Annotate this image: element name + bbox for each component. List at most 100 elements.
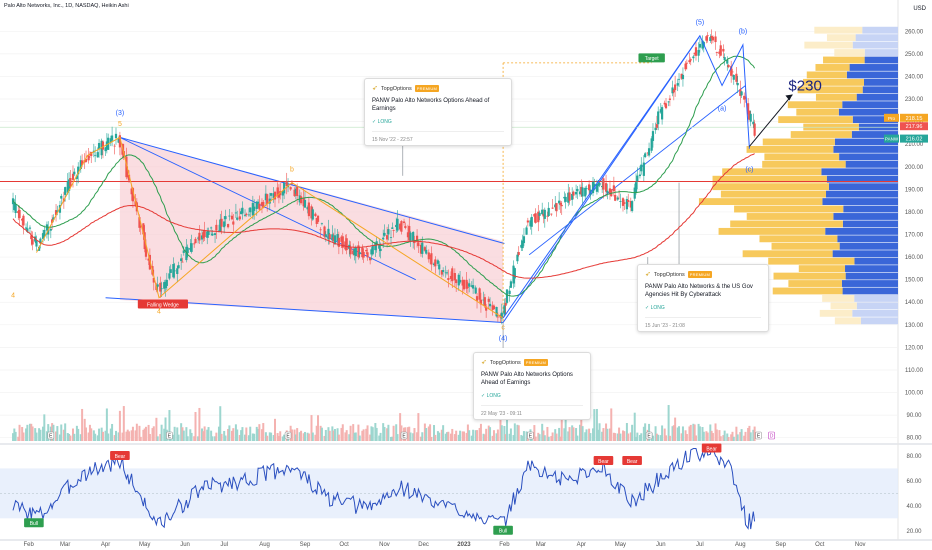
- volume-bar: [217, 426, 220, 441]
- volume-bar: [317, 415, 320, 441]
- candle-body: [667, 101, 670, 103]
- candle-body: [451, 268, 454, 282]
- earnings-marker: E: [166, 431, 173, 440]
- candle: [588, 180, 591, 196]
- candle-body: [739, 89, 742, 96]
- volume-bar: [525, 431, 528, 441]
- candle-body: [54, 210, 58, 216]
- candle-body: [324, 234, 327, 237]
- candle: [266, 193, 269, 212]
- candle: [14, 195, 17, 218]
- candle-body: [138, 217, 141, 228]
- candle: [591, 177, 595, 197]
- candle-body: [328, 234, 331, 239]
- volume-bar: [442, 425, 445, 441]
- candle: [440, 270, 443, 278]
- candle-body: [475, 296, 479, 301]
- volume-bar: [655, 433, 658, 441]
- time-tick-label: May: [615, 542, 626, 548]
- volume-bar: [114, 430, 117, 441]
- volume-profile-bar: [864, 49, 898, 56]
- candle-body: [320, 223, 324, 225]
- candle-body: [636, 175, 639, 182]
- candle-body: [303, 200, 307, 208]
- candle-body: [289, 187, 292, 190]
- rsi-bear-badge-3-text: Bear: [627, 459, 638, 465]
- candle: [226, 223, 230, 229]
- volume-bar: [138, 425, 141, 441]
- candle: [735, 66, 738, 85]
- volume-bar: [623, 431, 626, 441]
- candle-body: [333, 235, 337, 245]
- candle-body: [466, 287, 469, 289]
- volume-bar: [635, 436, 638, 441]
- candle-body: [461, 280, 464, 286]
- idea-card-1[interactable]: ➶ TopgOptions PREMIUM PANW Palo Alto Netwo…: [364, 78, 512, 146]
- price-tag-prefix-bg: [884, 134, 899, 143]
- wave-label-b: b: [290, 166, 294, 173]
- volume-profile-bar: [825, 227, 898, 235]
- idea-card-3[interactable]: ➶ TopgOptions PREMIUM PANW Palo Alto Netwo…: [637, 264, 769, 332]
- volume-bar: [654, 426, 657, 441]
- candle-body: [81, 160, 84, 166]
- idea-card-2[interactable]: ➶ TopgOptions PREMIUM PANW Palo Alto Netwo…: [473, 352, 591, 420]
- volume-bar: [315, 425, 318, 441]
- candle: [258, 195, 261, 211]
- volume-bar: [500, 425, 503, 441]
- candle-body: [551, 207, 554, 209]
- candle-body: [485, 306, 488, 311]
- candle-body: [495, 306, 498, 317]
- candle: [417, 239, 420, 253]
- candle-body: [200, 235, 204, 240]
- candle-body: [264, 193, 267, 201]
- candle-body: [156, 284, 159, 287]
- volume-bar: [333, 428, 336, 441]
- dividend-marker: D: [768, 431, 775, 440]
- candle: [66, 173, 69, 195]
- candle-body: [400, 221, 403, 232]
- candle-body: [462, 279, 466, 290]
- volume-bar: [194, 412, 197, 441]
- volume-bar: [748, 425, 751, 441]
- candle: [316, 214, 320, 224]
- idea-side: ✓ LONG: [481, 393, 501, 399]
- volume-bar: [747, 427, 750, 441]
- candle-body: [623, 202, 626, 204]
- candle: [512, 260, 515, 289]
- candle: [186, 244, 189, 258]
- candle: [541, 202, 544, 215]
- volume-bar: [485, 428, 488, 441]
- candle-body: [438, 264, 441, 270]
- currency-label[interactable]: USD: [913, 6, 926, 12]
- volume-profile-bar: [712, 175, 827, 183]
- volume-bar: [534, 436, 537, 441]
- price-tick-label: 160.00: [905, 255, 924, 261]
- candle-body: [529, 220, 532, 227]
- candle-body: [646, 152, 649, 154]
- candle-body: [232, 221, 235, 225]
- earnings-marker-box: [527, 431, 534, 440]
- candle-body: [654, 127, 657, 131]
- price-tag: 217.96: [900, 122, 928, 131]
- candle-body: [245, 213, 248, 215]
- volume-bar: [495, 433, 498, 441]
- volume-bar: [718, 430, 721, 441]
- candle: [409, 231, 412, 247]
- volume-bar: [251, 433, 254, 441]
- candle: [203, 221, 206, 242]
- volume-profile-bar: [762, 138, 835, 146]
- volume-bar: [618, 427, 621, 441]
- candle: [296, 183, 299, 205]
- volume-bar: [572, 427, 575, 441]
- candle-body: [479, 299, 483, 305]
- volume-bar: [283, 434, 286, 441]
- candle-body: [508, 290, 511, 295]
- volume-bar: [386, 428, 389, 441]
- volume-bar: [612, 432, 615, 441]
- candle: [680, 73, 683, 80]
- volume-profile-bar: [852, 309, 898, 317]
- idea-title: PANW Palo Alto Networks & the US Gov Age…: [645, 284, 753, 298]
- candle-body: [206, 231, 209, 238]
- volume-bar: [589, 433, 592, 441]
